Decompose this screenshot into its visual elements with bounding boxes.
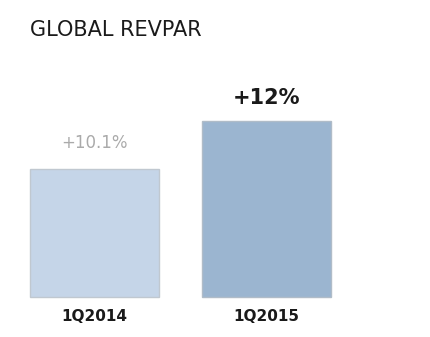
Text: +12%: +12% — [233, 88, 300, 108]
Text: GLOBAL REVPAR: GLOBAL REVPAR — [30, 20, 202, 40]
Text: 1Q2015: 1Q2015 — [233, 309, 300, 324]
FancyBboxPatch shape — [202, 121, 331, 297]
Text: +10.1%: +10.1% — [61, 134, 128, 152]
FancyBboxPatch shape — [30, 168, 159, 297]
Text: 1Q2014: 1Q2014 — [61, 309, 128, 324]
